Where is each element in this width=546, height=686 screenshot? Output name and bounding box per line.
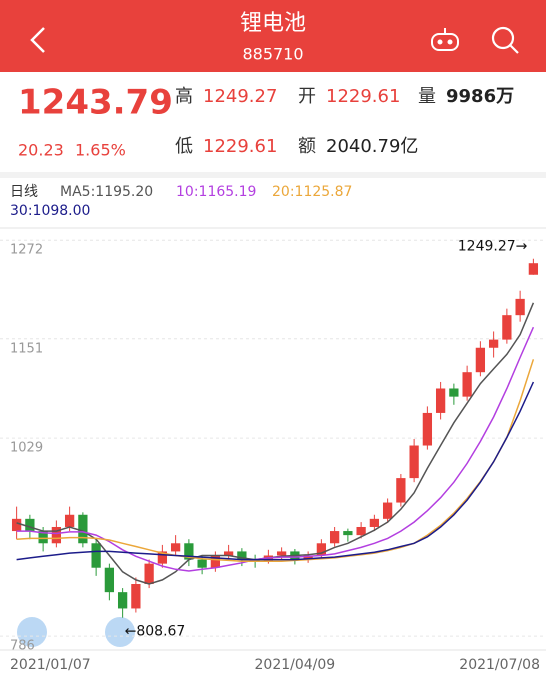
candle-body: [51, 526, 62, 544]
candle-body: [276, 551, 287, 556]
search-icon[interactable]: [491, 26, 519, 54]
candle-body: [422, 412, 433, 446]
y-tick-label: 1151: [10, 341, 43, 356]
candle-body: [210, 555, 221, 568]
candle-body: [117, 592, 128, 609]
candle-body: [184, 543, 194, 560]
annotation: 1249.27→: [458, 239, 528, 255]
candle-body: [515, 298, 525, 316]
period-label: 日线: [10, 184, 38, 200]
stat-value: 2040.79亿: [326, 136, 418, 157]
header-code: 885710: [242, 45, 303, 64]
candle-body: [396, 478, 406, 503]
zoom-button[interactable]: [105, 617, 135, 647]
candle-body: [343, 531, 353, 536]
change-pct: 1.65%: [75, 141, 126, 160]
candle-body: [250, 559, 260, 562]
candle-body: [104, 567, 115, 593]
x-tick-label: 2021/04/09: [255, 657, 336, 673]
legend-entry: 10:1165.19: [176, 184, 256, 200]
divider: [0, 172, 546, 178]
candle-body: [25, 518, 35, 532]
candle-body: [91, 543, 101, 568]
candle-body: [475, 347, 486, 373]
stat-value: 9986万: [446, 86, 514, 107]
candle-body: [502, 315, 512, 340]
legend-entry: 20:1125.87: [272, 184, 352, 200]
stat-value: 1249.27: [203, 86, 277, 107]
stat-value: 1229.61: [203, 136, 277, 157]
candle-body: [144, 563, 154, 585]
candle-body: [237, 551, 247, 560]
y-tick-label: 1272: [10, 243, 43, 258]
ma-line: [16, 359, 535, 562]
stat-label: 开: [298, 86, 316, 107]
y-tick-label: 786: [10, 639, 35, 654]
candle-body: [131, 584, 141, 609]
candle-body: [38, 531, 48, 544]
stat-label: 额: [298, 136, 316, 157]
candle-body: [356, 526, 366, 536]
header-title: 锂电池: [240, 11, 306, 36]
candle-body: [223, 551, 234, 556]
candle-body: [170, 543, 181, 552]
candle-body: [78, 514, 88, 544]
candle-body: [329, 531, 340, 544]
stat-value: 1229.61: [326, 86, 400, 107]
candle-body: [303, 555, 313, 560]
annotation: ←808.67: [125, 624, 186, 640]
x-tick-label: 2021/01/07: [10, 657, 91, 673]
price: 1243.79: [18, 83, 173, 123]
candle-body: [157, 551, 168, 564]
candle-body: [369, 518, 380, 527]
zoom-button[interactable]: [17, 617, 47, 647]
candle-body: [462, 372, 472, 397]
candle-body: [197, 559, 207, 568]
y-tick-label: 1029: [10, 441, 43, 456]
stat-label: 高: [175, 86, 193, 107]
stat-label: 低: [175, 136, 193, 157]
ma-line: [16, 302, 535, 585]
back-button[interactable]: [30, 27, 45, 53]
candle-body: [316, 543, 327, 556]
candle-body: [449, 388, 459, 397]
candle-body: [11, 518, 22, 532]
candle-body: [488, 339, 499, 348]
candle-body: [409, 445, 419, 479]
candle-body: [382, 502, 393, 519]
ma-line: [16, 381, 535, 561]
candle-body: [435, 388, 446, 413]
x-tick-label: 2021/07/08: [459, 657, 540, 673]
candle-body: [64, 514, 75, 527]
candle-body: [528, 263, 539, 275]
change: 20.23: [18, 141, 64, 160]
robot-icon[interactable]: [431, 28, 459, 51]
legend-entry: MA5:1195.20: [60, 184, 153, 200]
stat-label: 量: [418, 86, 436, 107]
ma-line: [16, 326, 535, 572]
legend-entry: 30:1098.00: [10, 203, 90, 219]
